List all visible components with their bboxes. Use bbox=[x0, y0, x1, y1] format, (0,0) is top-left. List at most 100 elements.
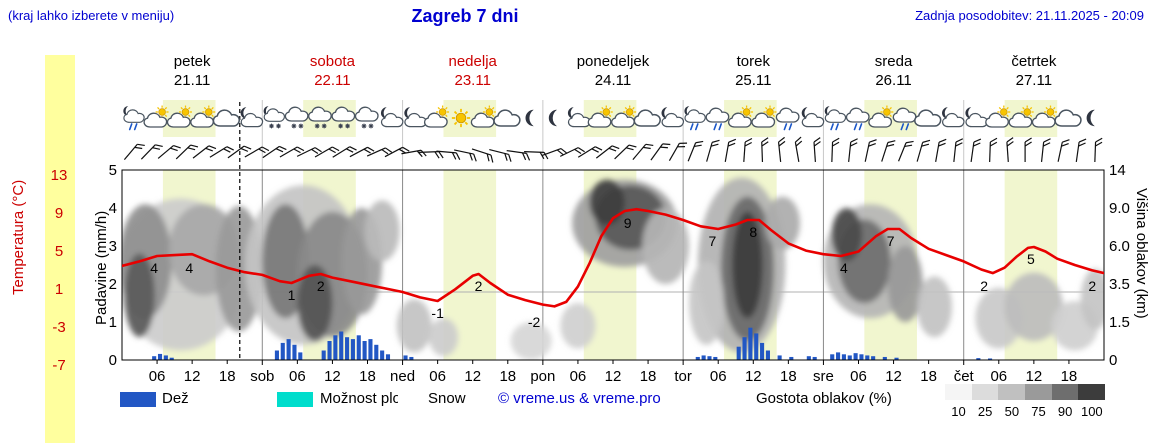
density-tick-label: 75 bbox=[1031, 404, 1046, 419]
shower-label: Možnost ploh bbox=[320, 390, 410, 407]
day-date: 22.11 bbox=[314, 72, 351, 89]
cloud-icon bbox=[212, 109, 241, 127]
credit-link[interactable]: © vreme.us & vreme.pro bbox=[498, 390, 661, 407]
temp-value-labels: 4 4 1 2 -1 2 -2 9 7 8 4 7 2 5 2 bbox=[150, 215, 1096, 330]
svg-text:2: 2 bbox=[109, 276, 117, 293]
svg-text:06: 06 bbox=[570, 368, 587, 385]
day-header: sobota 22.11 bbox=[262, 52, 402, 90]
svg-text:12: 12 bbox=[885, 368, 902, 385]
svg-text:06: 06 bbox=[289, 368, 306, 385]
svg-text:12: 12 bbox=[605, 368, 622, 385]
density-segment bbox=[1078, 384, 1105, 400]
svg-text:4: 4 bbox=[185, 260, 193, 276]
time-axis-labels: 06 12 18 06 12 18 sob 06 12 18 ned 06 12 18 pon 06 12 18 t… bbox=[149, 360, 1078, 385]
svg-text:2: 2 bbox=[317, 278, 325, 294]
svg-text:18: 18 bbox=[359, 368, 376, 385]
svg-text:9.0: 9.0 bbox=[1109, 200, 1130, 217]
svg-text:sre: sre bbox=[813, 368, 834, 385]
moon-icon bbox=[1086, 109, 1095, 127]
moon-cloud-rain-icon bbox=[123, 106, 145, 131]
moon-cloud-icon bbox=[941, 107, 965, 128]
svg-text:06: 06 bbox=[429, 368, 446, 385]
svg-text:18: 18 bbox=[920, 368, 937, 385]
moon-cloud-rain-icon bbox=[824, 106, 847, 131]
cloud-rain-icon bbox=[775, 107, 800, 131]
svg-text:ned: ned bbox=[390, 368, 415, 385]
day-name: četrtek bbox=[1011, 53, 1057, 70]
day-header: sreda 26.11 bbox=[823, 52, 963, 90]
svg-text:-3: -3 bbox=[52, 319, 65, 336]
svg-text:14: 14 bbox=[1109, 162, 1126, 179]
svg-text:3.5: 3.5 bbox=[1109, 276, 1130, 293]
svg-text:4: 4 bbox=[150, 260, 158, 276]
snow-label: Snow bbox=[428, 390, 466, 407]
day-name: petek bbox=[173, 53, 211, 70]
cloud-icon bbox=[914, 109, 942, 127]
cloud-snow-icon bbox=[354, 106, 379, 129]
density-tick-label: 25 bbox=[977, 404, 993, 419]
day-name: nedelja bbox=[448, 53, 497, 70]
day-name: ponedeljek bbox=[576, 53, 650, 70]
day-header: ponedeljek 24.11 bbox=[543, 52, 683, 90]
cloud-density-label: Gostota oblakov (%) bbox=[756, 390, 892, 407]
svg-text:0: 0 bbox=[109, 352, 117, 369]
moon-cloud-icon bbox=[404, 107, 427, 128]
svg-text:18: 18 bbox=[1061, 368, 1078, 385]
svg-text:-7: -7 bbox=[52, 357, 65, 374]
svg-text:4: 4 bbox=[840, 260, 848, 276]
cloud-icon bbox=[493, 109, 521, 127]
svg-text:06: 06 bbox=[990, 368, 1007, 385]
moon-cloud-icon bbox=[801, 107, 825, 128]
density-segment bbox=[945, 384, 972, 400]
svg-text:2: 2 bbox=[475, 278, 483, 294]
density-segment bbox=[1025, 384, 1052, 400]
svg-text:7: 7 bbox=[887, 233, 895, 249]
precip-bars bbox=[152, 327, 993, 360]
moon-cloud-snow-icon bbox=[263, 106, 286, 129]
svg-text:-2: -2 bbox=[528, 314, 541, 330]
svg-text:12: 12 bbox=[1026, 368, 1043, 385]
wind-barbs bbox=[123, 136, 1103, 163]
svg-text:18: 18 bbox=[219, 368, 236, 385]
moon-cloud-icon bbox=[965, 107, 988, 128]
svg-text:5: 5 bbox=[1027, 251, 1035, 267]
temperature-line bbox=[122, 207, 1104, 308]
day-date: 24.11 bbox=[594, 72, 632, 89]
temperature-axis-strip bbox=[45, 55, 75, 443]
svg-text:čet: čet bbox=[954, 368, 975, 385]
svg-text:4: 4 bbox=[109, 200, 117, 217]
svg-text:8: 8 bbox=[749, 224, 757, 240]
day-header: petek 21.11 bbox=[122, 52, 262, 90]
rain-label: Dež bbox=[162, 390, 189, 407]
density-tick-label: 100 bbox=[1080, 404, 1103, 419]
density-tick-label: 90 bbox=[1057, 404, 1073, 419]
svg-text:12: 12 bbox=[324, 368, 341, 385]
moon-icon bbox=[548, 109, 557, 127]
density-segment bbox=[1051, 384, 1079, 400]
svg-text:6.0: 6.0 bbox=[1109, 238, 1130, 255]
moon-cloud-icon bbox=[240, 107, 264, 128]
day-date: 25.11 bbox=[735, 72, 772, 89]
snow-swatch bbox=[398, 392, 434, 407]
day-name: torek bbox=[736, 53, 770, 70]
cloud-icon bbox=[1054, 109, 1082, 127]
svg-text:7: 7 bbox=[708, 233, 716, 249]
svg-text:18: 18 bbox=[640, 368, 657, 385]
svg-text:9: 9 bbox=[624, 215, 632, 231]
day-name: sobota bbox=[309, 53, 355, 70]
rain-swatch bbox=[120, 392, 156, 407]
svg-text:5: 5 bbox=[109, 162, 117, 179]
shower-swatch bbox=[277, 392, 313, 407]
svg-text:06: 06 bbox=[149, 368, 166, 385]
moon-icon bbox=[525, 109, 534, 127]
svg-text:18: 18 bbox=[499, 368, 516, 385]
svg-text:06: 06 bbox=[850, 368, 867, 385]
svg-text:tor: tor bbox=[674, 368, 692, 385]
density-segment bbox=[998, 384, 1025, 400]
svg-text:1.5: 1.5 bbox=[1109, 314, 1130, 331]
svg-text:0: 0 bbox=[1109, 352, 1117, 369]
day-date: 26.11 bbox=[875, 72, 912, 89]
